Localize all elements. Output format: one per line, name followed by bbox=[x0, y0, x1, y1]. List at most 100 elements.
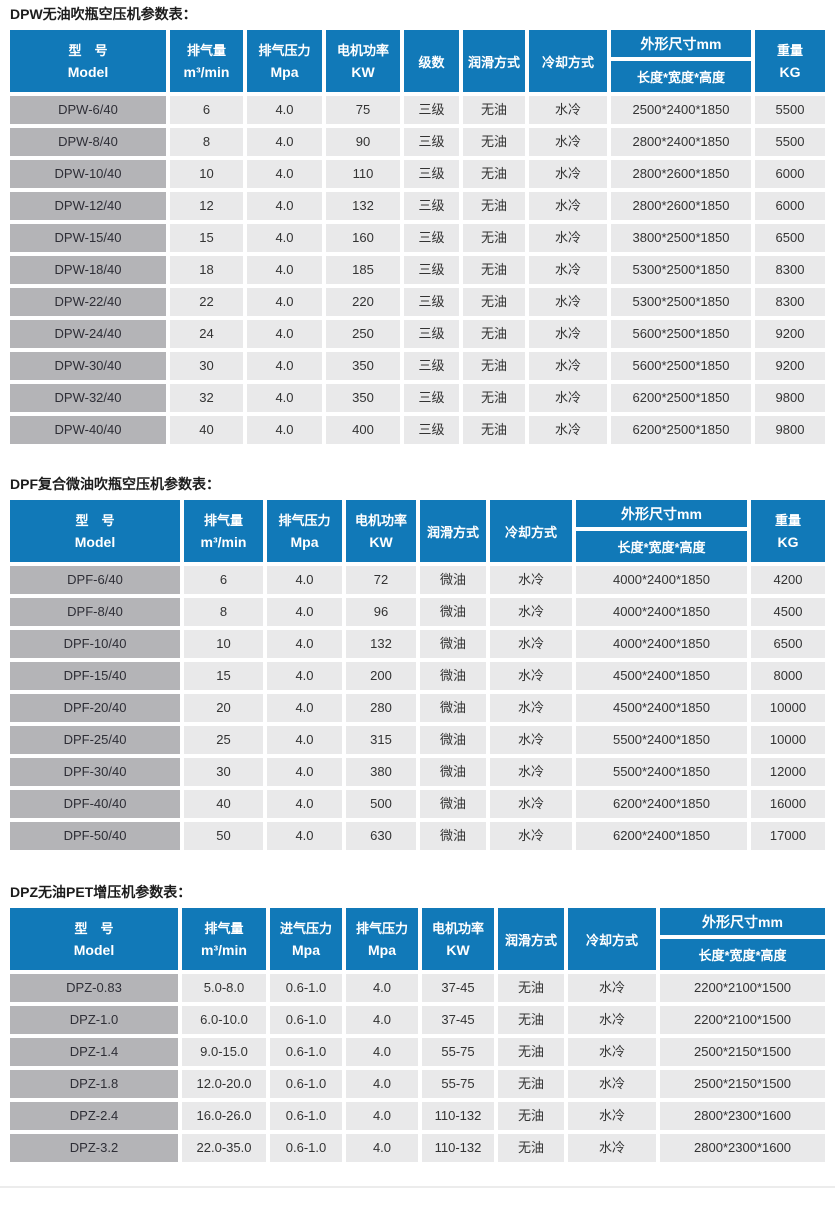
header-cell: 外形尺寸mm 长度*宽度*高度 bbox=[576, 500, 747, 562]
table-cell: 4.0 bbox=[267, 566, 342, 594]
table-cell: 水冷 bbox=[490, 598, 572, 626]
table-cell: 350 bbox=[326, 384, 400, 412]
model-cell: DPZ-2.4 bbox=[10, 1102, 178, 1130]
header-label-en: KW bbox=[351, 63, 375, 80]
table-row: DPF-10/40 10 4.0 132 微油 水冷 4000*2400*1850 6500 bbox=[10, 630, 825, 658]
table-cell: 2500*2150*1500 bbox=[660, 1070, 825, 1098]
table-cell: 无油 bbox=[498, 974, 564, 1002]
table-cell: 4500 bbox=[751, 598, 825, 626]
model-cell: DPZ-3.2 bbox=[10, 1134, 178, 1162]
table-cell: 10 bbox=[184, 630, 263, 658]
table-cell: 16000 bbox=[751, 790, 825, 818]
header-cell: 排气压力 Mpa bbox=[267, 500, 342, 562]
table-cell: 2200*2100*1500 bbox=[660, 1006, 825, 1034]
table-cell: 三级 bbox=[404, 256, 459, 284]
header-label-cn: 重量 bbox=[774, 512, 801, 528]
header-cell: 润滑方式 bbox=[420, 500, 486, 562]
table-row: DPF-8/40 8 4.0 96 微油 水冷 4000*2400*1850 4500 bbox=[10, 598, 825, 626]
table-cell: 30 bbox=[170, 352, 243, 380]
table-cell: 微油 bbox=[420, 726, 486, 754]
table-cell: 280 bbox=[346, 694, 416, 722]
table-cell: 90 bbox=[326, 128, 400, 156]
header-cell: 电机功率 KW bbox=[422, 908, 494, 970]
header-cell-top: 外形尺寸mm bbox=[660, 908, 825, 935]
table-cell: 3800*2500*1850 bbox=[611, 224, 751, 252]
table-cell: 5500*2400*1850 bbox=[576, 758, 747, 786]
table-cell: 三级 bbox=[404, 384, 459, 412]
table-cell: 2800*2600*1850 bbox=[611, 160, 751, 188]
table-header: 型 号 Model 排气量 m³/min 排气压力 Mpa 电机功率 KW 润滑方式 冷却方式 外形… bbox=[10, 500, 825, 562]
model-cell: DPW-40/40 bbox=[10, 416, 166, 444]
table-cell: 水冷 bbox=[568, 974, 656, 1002]
table-cell: 三级 bbox=[404, 128, 459, 156]
table-cell: 水冷 bbox=[529, 352, 607, 380]
table-cell: 0.6-1.0 bbox=[270, 1038, 342, 1066]
table-header: 型 号 Model 排气量 m³/min 排气压力 Mpa 电机功率 KW 级数 润滑方式 冷却方式… bbox=[10, 30, 825, 92]
table-row: DPW-15/40 15 4.0 160 三级 无油 水冷 3800*2500*1850 650… bbox=[10, 224, 825, 252]
header-label-cn: 排气压力 bbox=[258, 42, 311, 58]
table-cell: 微油 bbox=[420, 790, 486, 818]
table-cell: 4.0 bbox=[247, 320, 322, 348]
table-row: DPZ-3.2 22.0-35.0 0.6-1.0 4.0 110-132 无油 水冷 280… bbox=[10, 1134, 825, 1162]
table-cell: 40 bbox=[184, 790, 263, 818]
table-cell: 4.0 bbox=[247, 224, 322, 252]
table-dpw: 型 号 Model 排气量 m³/min 排气压力 Mpa 电机功率 KW 级数 润滑方式 冷却方式… bbox=[10, 30, 825, 444]
table-cell: 2200*2100*1500 bbox=[660, 974, 825, 1002]
table-cell: 200 bbox=[346, 662, 416, 690]
model-cell: DPW-30/40 bbox=[10, 352, 166, 380]
table-cell: 5600*2500*1850 bbox=[611, 352, 751, 380]
header-cell: 排气压力 Mpa bbox=[346, 908, 418, 970]
table-header: 型 号 Model 排气量 m³/min 进气压力 Mpa 排气压力 Mpa 电机功率 KW 润滑方… bbox=[10, 908, 825, 970]
table-cell: 水冷 bbox=[529, 416, 607, 444]
table-cell: 水冷 bbox=[529, 384, 607, 412]
table-cell: 5300*2500*1850 bbox=[611, 288, 751, 316]
table-cell: 水冷 bbox=[529, 256, 607, 284]
model-cell: DPW-32/40 bbox=[10, 384, 166, 412]
table-row: DPZ-1.8 12.0-20.0 0.6-1.0 4.0 55-75 无油 水冷 2500*… bbox=[10, 1070, 825, 1098]
table-cell: 5300*2500*1850 bbox=[611, 256, 751, 284]
header-label-en: KG bbox=[779, 63, 801, 80]
table-cell: 4.0 bbox=[346, 1006, 418, 1034]
model-cell: DPW-6/40 bbox=[10, 96, 166, 124]
table-cell: 4.0 bbox=[267, 758, 342, 786]
table-cell: 400 bbox=[326, 416, 400, 444]
header-cell: 重量 KG bbox=[755, 30, 825, 92]
table-cell: 无油 bbox=[498, 1006, 564, 1034]
table-cell: 110-132 bbox=[422, 1134, 494, 1162]
section-dpw: DPW无油吹瓶空压机参数表： 型 号 Model 排气量 m³/min 排气压力 Mpa 电… bbox=[10, 6, 825, 444]
table-cell: 4.0 bbox=[346, 1102, 418, 1130]
table-row: DPF-15/40 15 4.0 200 微油 水冷 4500*2400*1850 8000 bbox=[10, 662, 825, 690]
table-cell: 水冷 bbox=[568, 1134, 656, 1162]
table-cell: 水冷 bbox=[490, 694, 572, 722]
table-cell: 10000 bbox=[751, 726, 825, 754]
table-cell: 4.0 bbox=[267, 790, 342, 818]
table-cell: 4500*2400*1850 bbox=[576, 662, 747, 690]
table-row: DPW-18/40 18 4.0 185 三级 无油 水冷 5300*2500*1850 830… bbox=[10, 256, 825, 284]
header-cell: 型 号 Model bbox=[10, 30, 166, 92]
model-cell: DPF-10/40 bbox=[10, 630, 180, 658]
header-label-cn: 排气压力 bbox=[278, 512, 331, 528]
table-cell: 2800*2300*1600 bbox=[660, 1134, 825, 1162]
table-cell: 6200*2400*1850 bbox=[576, 790, 747, 818]
table-cell: 72 bbox=[346, 566, 416, 594]
table-cell: 220 bbox=[326, 288, 400, 316]
table-cell: 6.0-10.0 bbox=[182, 1006, 266, 1034]
table-row: DPF-20/40 20 4.0 280 微油 水冷 4500*2400*1850 10000 bbox=[10, 694, 825, 722]
spec-page: DPW无油吹瓶空压机参数表： 型 号 Model 排气量 m³/min 排气压力 Mpa 电… bbox=[0, 6, 835, 1188]
header-label-cn: 排气量 bbox=[203, 512, 243, 528]
table-cell: 4.0 bbox=[267, 662, 342, 690]
model-cell: DPF-15/40 bbox=[10, 662, 180, 690]
table-cell: 5600*2500*1850 bbox=[611, 320, 751, 348]
table-cell: 75 bbox=[326, 96, 400, 124]
table-cell: 4500*2400*1850 bbox=[576, 694, 747, 722]
table-cell: 15 bbox=[184, 662, 263, 690]
table-cell: 6 bbox=[184, 566, 263, 594]
table-row: DPW-8/40 8 4.0 90 三级 无油 水冷 2800*2400*1850 5500 bbox=[10, 128, 825, 156]
table-cell: 9200 bbox=[755, 352, 825, 380]
table-cell: 5500 bbox=[755, 128, 825, 156]
table-cell: 6200*2500*1850 bbox=[611, 384, 751, 412]
header-label-en: Mpa bbox=[270, 63, 299, 80]
table-cell: 22 bbox=[170, 288, 243, 316]
table-cell: 32 bbox=[170, 384, 243, 412]
header-cell: 冷却方式 bbox=[529, 30, 607, 92]
